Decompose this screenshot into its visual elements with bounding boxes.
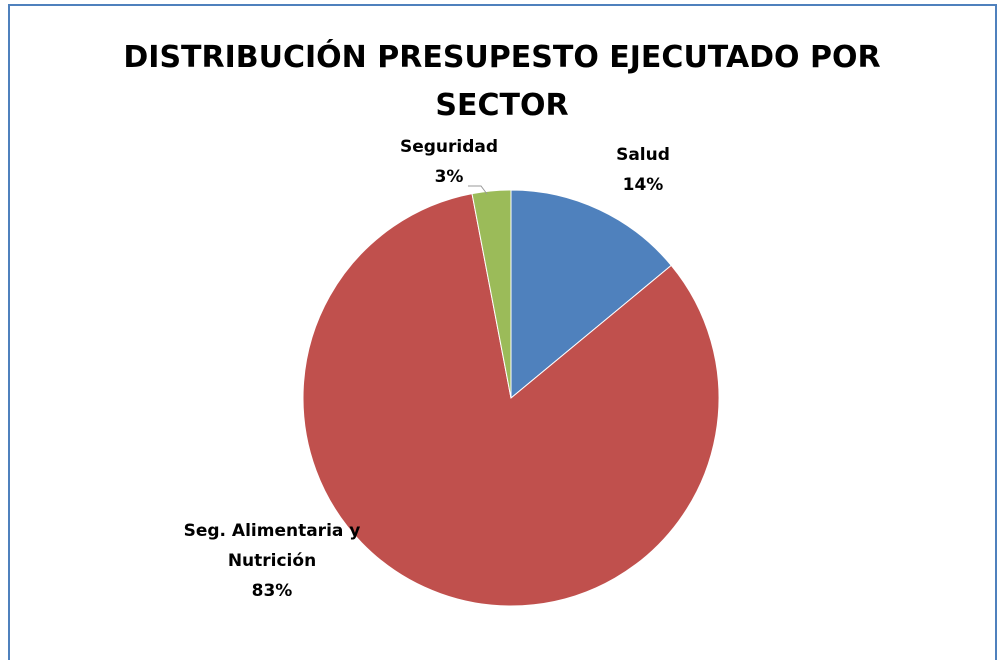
- pie-slice: [510, 189, 672, 400]
- chart-frame: [8, 4, 997, 660]
- slice-label: Seguridad: [399, 137, 499, 157]
- slice-value-label: 14%: [622, 175, 664, 195]
- slice-label: Salud: [616, 145, 670, 165]
- leader-line: [468, 185, 488, 195]
- pie-slice: [471, 189, 512, 399]
- slice-value-label: 3%: [434, 167, 464, 187]
- chart-title: DISTRIBUCIÓN PRESUPESTO EJECUTADO POR SE…: [123, 40, 881, 123]
- slice-value-label: 83%: [251, 581, 293, 601]
- pie-slice: [302, 193, 720, 607]
- slice-label: Seg. Alimentaria y Nutrición: [183, 521, 361, 571]
